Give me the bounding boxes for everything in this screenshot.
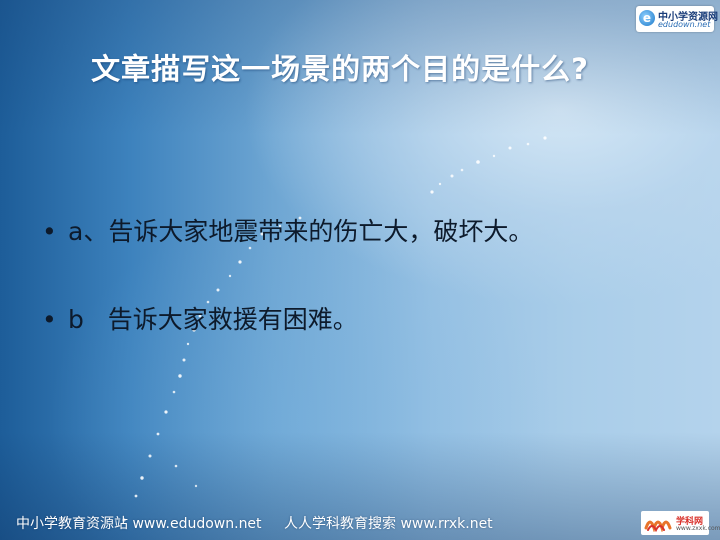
bullet-text: b 告诉大家救援有困难。 [68, 305, 358, 334]
sparkle [173, 391, 176, 394]
bullet-marker: • [42, 212, 68, 252]
sparkle [149, 455, 152, 458]
zxxk-wave-icon [644, 514, 674, 532]
bullet-text: a、告诉大家地震带来的伤亡大，破坏大。 [68, 217, 533, 246]
edudown-e-icon: e [639, 10, 655, 26]
sparkle [451, 175, 454, 178]
sparkle [543, 136, 546, 139]
sparkle [493, 155, 495, 157]
sparkle [527, 143, 530, 146]
footer-edudown-link[interactable]: 中小学教育资源站 www.edudown.net [16, 513, 262, 533]
footer-bar: 中小学教育资源站 www.edudown.net 人人学科教育搜索 www.rr… [0, 505, 720, 540]
sparkle [140, 476, 143, 479]
sparkle [430, 190, 433, 193]
sparkle [509, 147, 512, 150]
sparkle [175, 465, 178, 468]
sparkle [461, 169, 464, 172]
bullet-item: • b 告诉大家救援有困难。 [42, 300, 533, 340]
footer-rrxk-link[interactable]: 人人学科教育搜索 www.rrxk.net [284, 513, 493, 533]
sparkle [195, 485, 197, 487]
sparkle [439, 183, 441, 185]
sparkle [164, 410, 167, 413]
slide-title: 文章描写这一场景的两个目的是什么? [20, 46, 660, 88]
sparkle [476, 160, 480, 164]
sparkle [135, 495, 138, 498]
bullet-list: • a、告诉大家地震带来的伤亡大，破坏大。 • b 告诉大家救援有困难。 [42, 212, 533, 388]
header-logo-line2: edudown.net [658, 20, 710, 29]
edudown-header-logo[interactable]: e 中小学资源网 edudown.net [636, 6, 714, 32]
sparkle [157, 433, 160, 436]
zxxk-url: www.zxxk.com [676, 525, 720, 532]
zxxk-footer-logo[interactable]: 学科网 www.zxxk.com [641, 511, 709, 535]
bullet-marker: • [42, 300, 68, 340]
bullet-item: • a、告诉大家地震带来的伤亡大，破坏大。 [42, 212, 533, 252]
